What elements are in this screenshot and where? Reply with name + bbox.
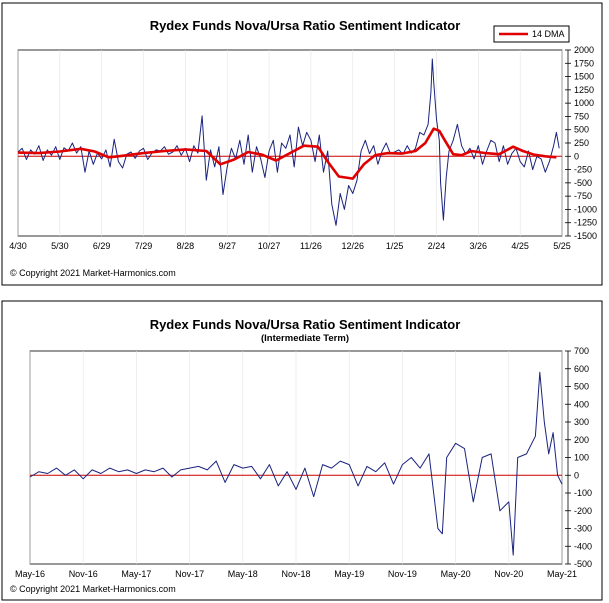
bottom-x-tick-label: Nov-18	[281, 569, 310, 579]
top-x-tick-label: 10/27	[258, 241, 281, 251]
bottom-x-tick-label: Nov-20	[494, 569, 523, 579]
bottom-x-tick-label: Nov-19	[388, 569, 417, 579]
bottom-y-tick-label: -400	[574, 541, 592, 551]
top-chart-title: Rydex Funds Nova/Ursa Ratio Sentiment In…	[150, 18, 461, 33]
top-y-tick-label: 0	[574, 151, 579, 161]
bottom-x-tick-label: May-19	[334, 569, 364, 579]
legend-label: 14 DMA	[532, 29, 565, 39]
top-y-tick-label: 1500	[574, 72, 594, 82]
top-y-tick-label: -1500	[574, 231, 597, 241]
top-x-tick-label: 9/27	[218, 241, 236, 251]
bottom-y-tick-label: 700	[574, 346, 589, 356]
bottom-x-tick-label: May-16	[15, 569, 45, 579]
top-x-tick-label: 8/28	[177, 241, 195, 251]
bottom-x-tick-label: May-21	[547, 569, 577, 579]
top-x-tick-label: 4/25	[511, 241, 529, 251]
bottom-y-tick-label: 600	[574, 364, 589, 374]
top-x-tick-label: 3/26	[470, 241, 488, 251]
top-y-tick-label: -1250	[574, 218, 597, 228]
bottom-y-tick-label: 100	[574, 453, 589, 463]
bottom-chart-title: Rydex Funds Nova/Ursa Ratio Sentiment In…	[150, 317, 461, 332]
top-y-tick-label: 1750	[574, 58, 594, 68]
top-y-tick-label: 1250	[574, 85, 594, 95]
top-x-tick-label: 1/25	[386, 241, 404, 251]
bottom-y-tick-label: 0	[574, 470, 579, 480]
top-y-tick-label: -1000	[574, 204, 597, 214]
top-y-tick-label: -500	[574, 178, 592, 188]
top-copyright: © Copyright 2021 Market-Harmonics.com	[10, 268, 176, 278]
top-y-tick-label: 1000	[574, 98, 594, 108]
top-x-tick-label: 11/26	[300, 241, 322, 251]
bottom-y-tick-label: -100	[574, 488, 592, 498]
bottom-x-tick-label: May-20	[441, 569, 471, 579]
top-x-tick-label: 4/30	[9, 241, 27, 251]
bottom-x-tick-label: Nov-17	[175, 569, 204, 579]
bottom-y-tick-label: 400	[574, 399, 589, 409]
top-y-tick-label: 750	[574, 111, 589, 121]
bottom-chart-subtitle: (Intermediate Term)	[261, 333, 349, 344]
bottom-copyright: © Copyright 2021 Market-Harmonics.com	[10, 584, 176, 594]
bottom-y-tick-label: 200	[574, 435, 589, 445]
bottom-series-intermediate-term	[29, 371, 563, 556]
bottom-y-tick-label: -200	[574, 506, 592, 516]
top-x-tick-label: 12/26	[342, 241, 365, 251]
bottom-x-tick-label: May-18	[228, 569, 258, 579]
top-plot-area	[17, 49, 563, 237]
bottom-x-tick-label: May-17	[121, 569, 151, 579]
top-y-tick-label: 2000	[574, 45, 594, 55]
top-x-tick-label: 7/29	[135, 241, 153, 251]
legend-box: 14 DMA	[493, 25, 570, 43]
top-y-tick-label: -750	[574, 191, 592, 201]
top-y-tick-label: 500	[574, 125, 589, 135]
top-series-14-dma	[17, 127, 557, 180]
bottom-y-tick-label: 300	[574, 417, 589, 427]
top-x-tick-label: 6/29	[93, 241, 111, 251]
bottom-x-tick-label: Nov-16	[69, 569, 98, 579]
bottom-y-tick-label: -300	[574, 524, 592, 534]
top-x-tick-label: 2/24	[428, 241, 446, 251]
top-y-tick-label: -250	[574, 165, 592, 175]
bottom-y-tick-label: 500	[574, 382, 589, 392]
top-y-tick-label: 250	[574, 138, 589, 148]
top-x-tick-label: 5/25	[553, 241, 571, 251]
bottom-y-tick-label: -500	[574, 559, 592, 569]
top-x-tick-label: 5/30	[51, 241, 69, 251]
